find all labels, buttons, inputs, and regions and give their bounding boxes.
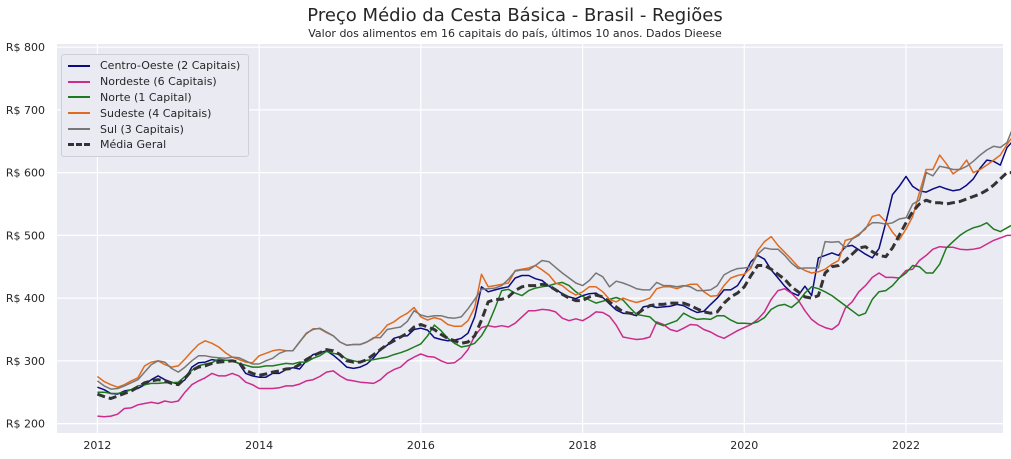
series-line-2 <box>97 222 1011 395</box>
legend-item: Norte (1 Capital) <box>68 90 240 106</box>
x-tick-label: 2022 <box>892 439 920 452</box>
legend-item: Centro-Oeste (2 Capitais) <box>68 58 240 74</box>
series-line-1 <box>97 234 1011 418</box>
x-tick-label: 2012 <box>83 439 111 452</box>
y-tick-label: R$ 600 <box>6 167 45 180</box>
series-line-3 <box>96 137 1011 388</box>
y-tick-label: R$ 400 <box>6 292 45 305</box>
legend: Centro-Oeste (2 Capitais) Nordeste (6 Cap… <box>61 54 250 157</box>
legend-label: Nordeste (6 Capitais) <box>100 75 217 89</box>
legend-item: Média Geral <box>68 137 240 153</box>
series-line-4 <box>96 130 1011 390</box>
legend-label: Centro-Oeste (2 Capitais) <box>100 59 241 73</box>
series-lines <box>96 130 1011 418</box>
y-axis-ticks: R$ 200 R$ 300 R$ 400 R$ 500 R$ 600 R$ 700 R$ 8… <box>6 41 45 430</box>
legend-swatch <box>68 112 90 115</box>
legend-swatch <box>68 128 90 131</box>
legend-swatch <box>68 64 90 67</box>
legend-swatch <box>68 80 90 83</box>
legend-label: Norte (1 Capital) <box>100 90 192 104</box>
y-tick-label: R$ 200 <box>6 418 45 431</box>
legend-item: Sudeste (4 Capitais) <box>68 105 240 121</box>
y-tick-label: R$ 300 <box>6 355 45 368</box>
series-line-5 <box>96 171 1011 400</box>
x-tick-label: 2014 <box>245 439 273 452</box>
x-tick-label: 2020 <box>730 439 758 452</box>
chart-subtitle: Valor dos alimentos em 16 capitais do pa… <box>308 27 722 40</box>
legend-swatch <box>68 143 90 147</box>
x-axis-ticks: 2012 2014 2016 2018 2020 2022 <box>83 439 920 452</box>
y-tick-label: R$ 500 <box>6 229 45 242</box>
legend-item: Sul (3 Capitais) <box>68 121 240 137</box>
y-tick-label: R$ 800 <box>6 41 45 54</box>
legend-label: Sul (3 Capitais) <box>100 122 184 136</box>
x-tick-label: 2016 <box>407 439 435 452</box>
x-tick-label: 2018 <box>569 439 597 452</box>
legend-label: Sudeste (4 Capitais) <box>100 106 212 120</box>
legend-item: Nordeste (6 Capitais) <box>68 74 240 90</box>
legend-swatch <box>68 96 90 99</box>
chart-title: Preço Médio da Cesta Básica - Brasil - R… <box>307 5 723 26</box>
y-tick-label: R$ 700 <box>6 104 45 117</box>
legend-label: Média Geral <box>100 138 167 152</box>
